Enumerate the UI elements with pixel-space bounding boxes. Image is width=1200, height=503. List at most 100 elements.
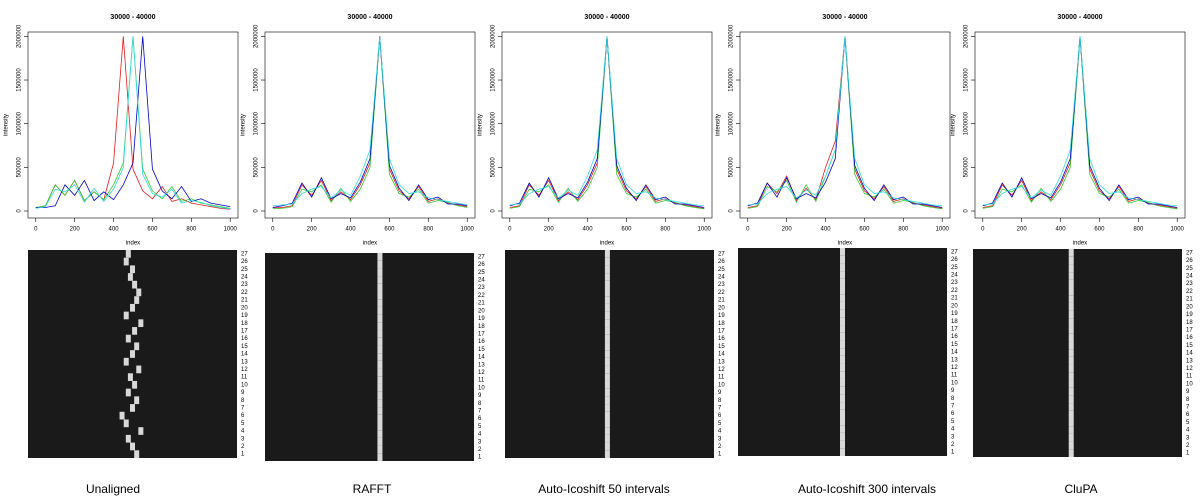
row-label: 24 <box>1186 274 1193 280</box>
row-label: 13 <box>1186 358 1193 364</box>
row-label: 11 <box>718 375 725 381</box>
row-label: 21 <box>718 298 725 304</box>
row-label: 15 <box>478 347 485 353</box>
heatmap-peak <box>604 265 610 274</box>
row-label: 26 <box>951 257 958 263</box>
heatmap-peak <box>377 322 383 331</box>
heatmap-peak <box>604 250 610 258</box>
row-label: 11 <box>951 373 958 379</box>
plot-frame <box>974 31 1186 219</box>
heatmap-peak <box>840 363 845 372</box>
heatmap-peak <box>1068 387 1074 396</box>
spectrum-line <box>272 36 468 210</box>
heatmap-peak <box>377 437 383 446</box>
row-label: 5 <box>478 424 482 430</box>
x-tick-label: 200 <box>1017 227 1028 233</box>
y-tick-label: 1000000 <box>964 111 970 135</box>
spectrum-line <box>509 36 705 210</box>
row-label: 15 <box>241 344 248 350</box>
row-label: 21 <box>1186 297 1193 303</box>
heatmap-peak <box>1068 379 1074 388</box>
heatmap-peak <box>377 383 383 392</box>
heatmap-peak <box>1068 318 1074 327</box>
row-label: 2 <box>951 442 955 448</box>
heatmap-peak <box>377 430 383 438</box>
heatmap-peak <box>604 450 610 458</box>
heatmap-peak <box>840 340 845 349</box>
chart-title: 30000 - 40000 <box>110 14 155 21</box>
row-label: 2 <box>478 447 482 453</box>
heatmap-peak <box>840 301 845 310</box>
heatmap-peak <box>840 378 845 387</box>
heatmap-peak <box>134 296 140 304</box>
row-label: 14 <box>951 350 958 356</box>
chart-title: 30000 - 40000 <box>822 14 867 21</box>
heatmap-peak <box>1068 349 1074 357</box>
spectrum-line <box>509 36 705 208</box>
row-label: 10 <box>718 382 725 388</box>
y-tick-label: 500000 <box>729 157 735 178</box>
heatmap-peak <box>604 350 610 358</box>
row-label: 17 <box>241 328 248 334</box>
heatmap-peak <box>1068 326 1074 334</box>
y-tick-label: 1000000 <box>17 111 23 135</box>
row-label: 7 <box>718 406 722 412</box>
row-label: 18 <box>718 321 725 327</box>
row-label: 9 <box>478 393 482 399</box>
row-label: 6 <box>718 413 722 419</box>
row-label: 10 <box>241 382 248 388</box>
heatmap-peak <box>840 371 845 379</box>
row-label: 20 <box>478 308 485 314</box>
chart-title: 30000 - 40000 <box>347 14 392 21</box>
y-tick-label: 0 <box>491 209 497 213</box>
heatmap-peak <box>604 327 610 335</box>
row-label: 15 <box>951 342 958 348</box>
row-label: 9 <box>1186 389 1190 395</box>
row-label: 25 <box>1186 266 1193 272</box>
row-label: 26 <box>478 262 485 268</box>
x-tick-label: 200 <box>782 227 793 233</box>
row-label: 1 <box>951 450 955 456</box>
heatmap-peak <box>840 402 845 410</box>
heatmap-peak <box>1068 264 1074 273</box>
row-label: 22 <box>241 290 248 296</box>
row-label: 24 <box>718 275 725 281</box>
spectrum-line <box>747 36 943 209</box>
row-label: 23 <box>478 285 485 291</box>
spectrum-line <box>747 36 943 207</box>
row-label: 23 <box>951 280 958 286</box>
row-label: 8 <box>478 401 482 407</box>
heatmap-peak <box>377 368 383 377</box>
y-axis-label: intensity <box>951 114 957 136</box>
heatmap-peak <box>604 311 610 320</box>
heatmap-peak <box>1068 333 1074 342</box>
heatmap-peak <box>604 404 610 412</box>
heatmap-peak <box>130 350 135 358</box>
heatmap-peak <box>1068 256 1074 265</box>
heatmap-peak <box>130 303 135 312</box>
spectrum-line <box>35 36 231 210</box>
row-label: 13 <box>241 359 248 365</box>
row-label: 4 <box>951 427 955 433</box>
heatmap-peak <box>840 286 845 295</box>
row-label: 26 <box>718 259 725 265</box>
row-label: 18 <box>478 324 485 330</box>
spectrum-line <box>982 36 1178 210</box>
x-tick-label: 600 <box>621 227 632 233</box>
heatmap-peak <box>138 427 144 435</box>
row-label: 19 <box>951 311 958 317</box>
row-label: 4 <box>478 432 482 438</box>
heatmap-peak <box>1068 341 1074 350</box>
row-label: 5 <box>718 421 722 427</box>
heatmap-peak <box>604 396 610 405</box>
y-tick-label: 1500000 <box>491 68 497 92</box>
row-label: 25 <box>951 265 958 271</box>
heatmap-peak <box>1068 279 1074 288</box>
row-label: 26 <box>241 259 248 265</box>
plot-frame <box>27 31 239 219</box>
heatmap-peak <box>840 309 845 318</box>
panel-caption: Auto-Icoshift 50 intervals <box>538 482 669 496</box>
heatmap-peak <box>1068 395 1074 404</box>
row-label: 5 <box>241 421 245 427</box>
